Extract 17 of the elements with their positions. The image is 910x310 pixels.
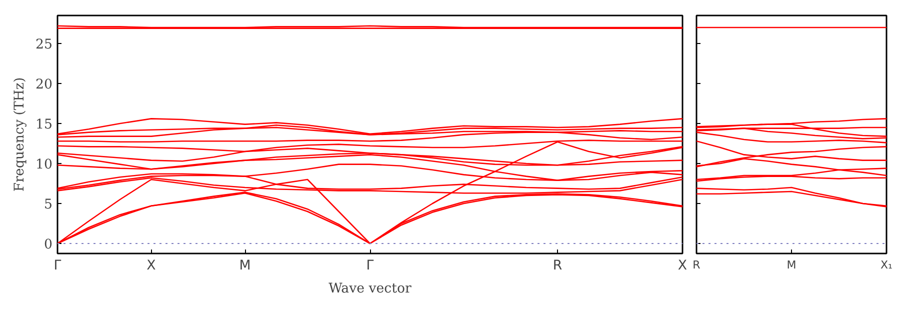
y-tick-label: 15	[36, 118, 53, 132]
x-tick-label: X₁	[880, 258, 892, 272]
y-axis-title: Frequency (THz)	[12, 77, 28, 192]
y-tick-label: 10	[36, 158, 53, 172]
x-tick-label: R	[552, 258, 562, 274]
y-tick-label: 5	[44, 198, 53, 212]
x-tick-label: X	[146, 258, 156, 274]
x-tick-label: Γ	[366, 258, 374, 274]
x-tick-label: Γ	[54, 258, 62, 274]
x-tick-label: R	[692, 258, 701, 272]
y-tick-label: 25	[36, 38, 53, 52]
x-tick-label: M	[239, 258, 251, 274]
x-tick-label: X	[678, 258, 688, 274]
y-tick-label: 20	[36, 78, 53, 92]
x-tick-label: M	[786, 258, 796, 272]
y-tick-label: 0	[44, 238, 53, 252]
x-axis-title: Wave vector	[328, 282, 412, 296]
